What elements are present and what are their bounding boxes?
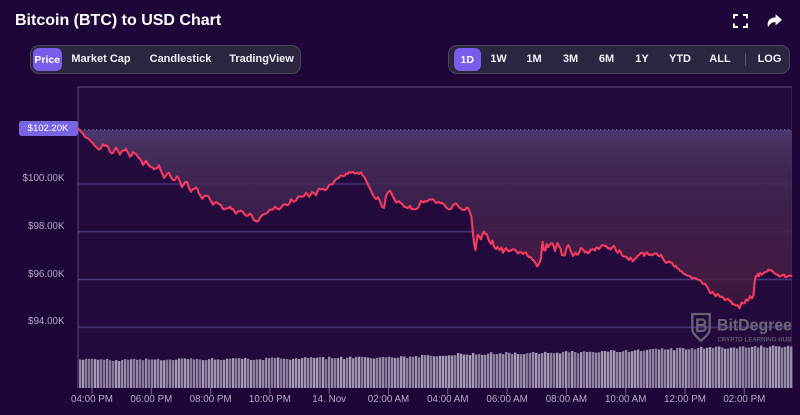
svg-text:CRYPTO LEARNING HUB: CRYPTO LEARNING HUB bbox=[718, 337, 792, 344]
svg-text:BitDegree: BitDegree bbox=[717, 317, 792, 335]
